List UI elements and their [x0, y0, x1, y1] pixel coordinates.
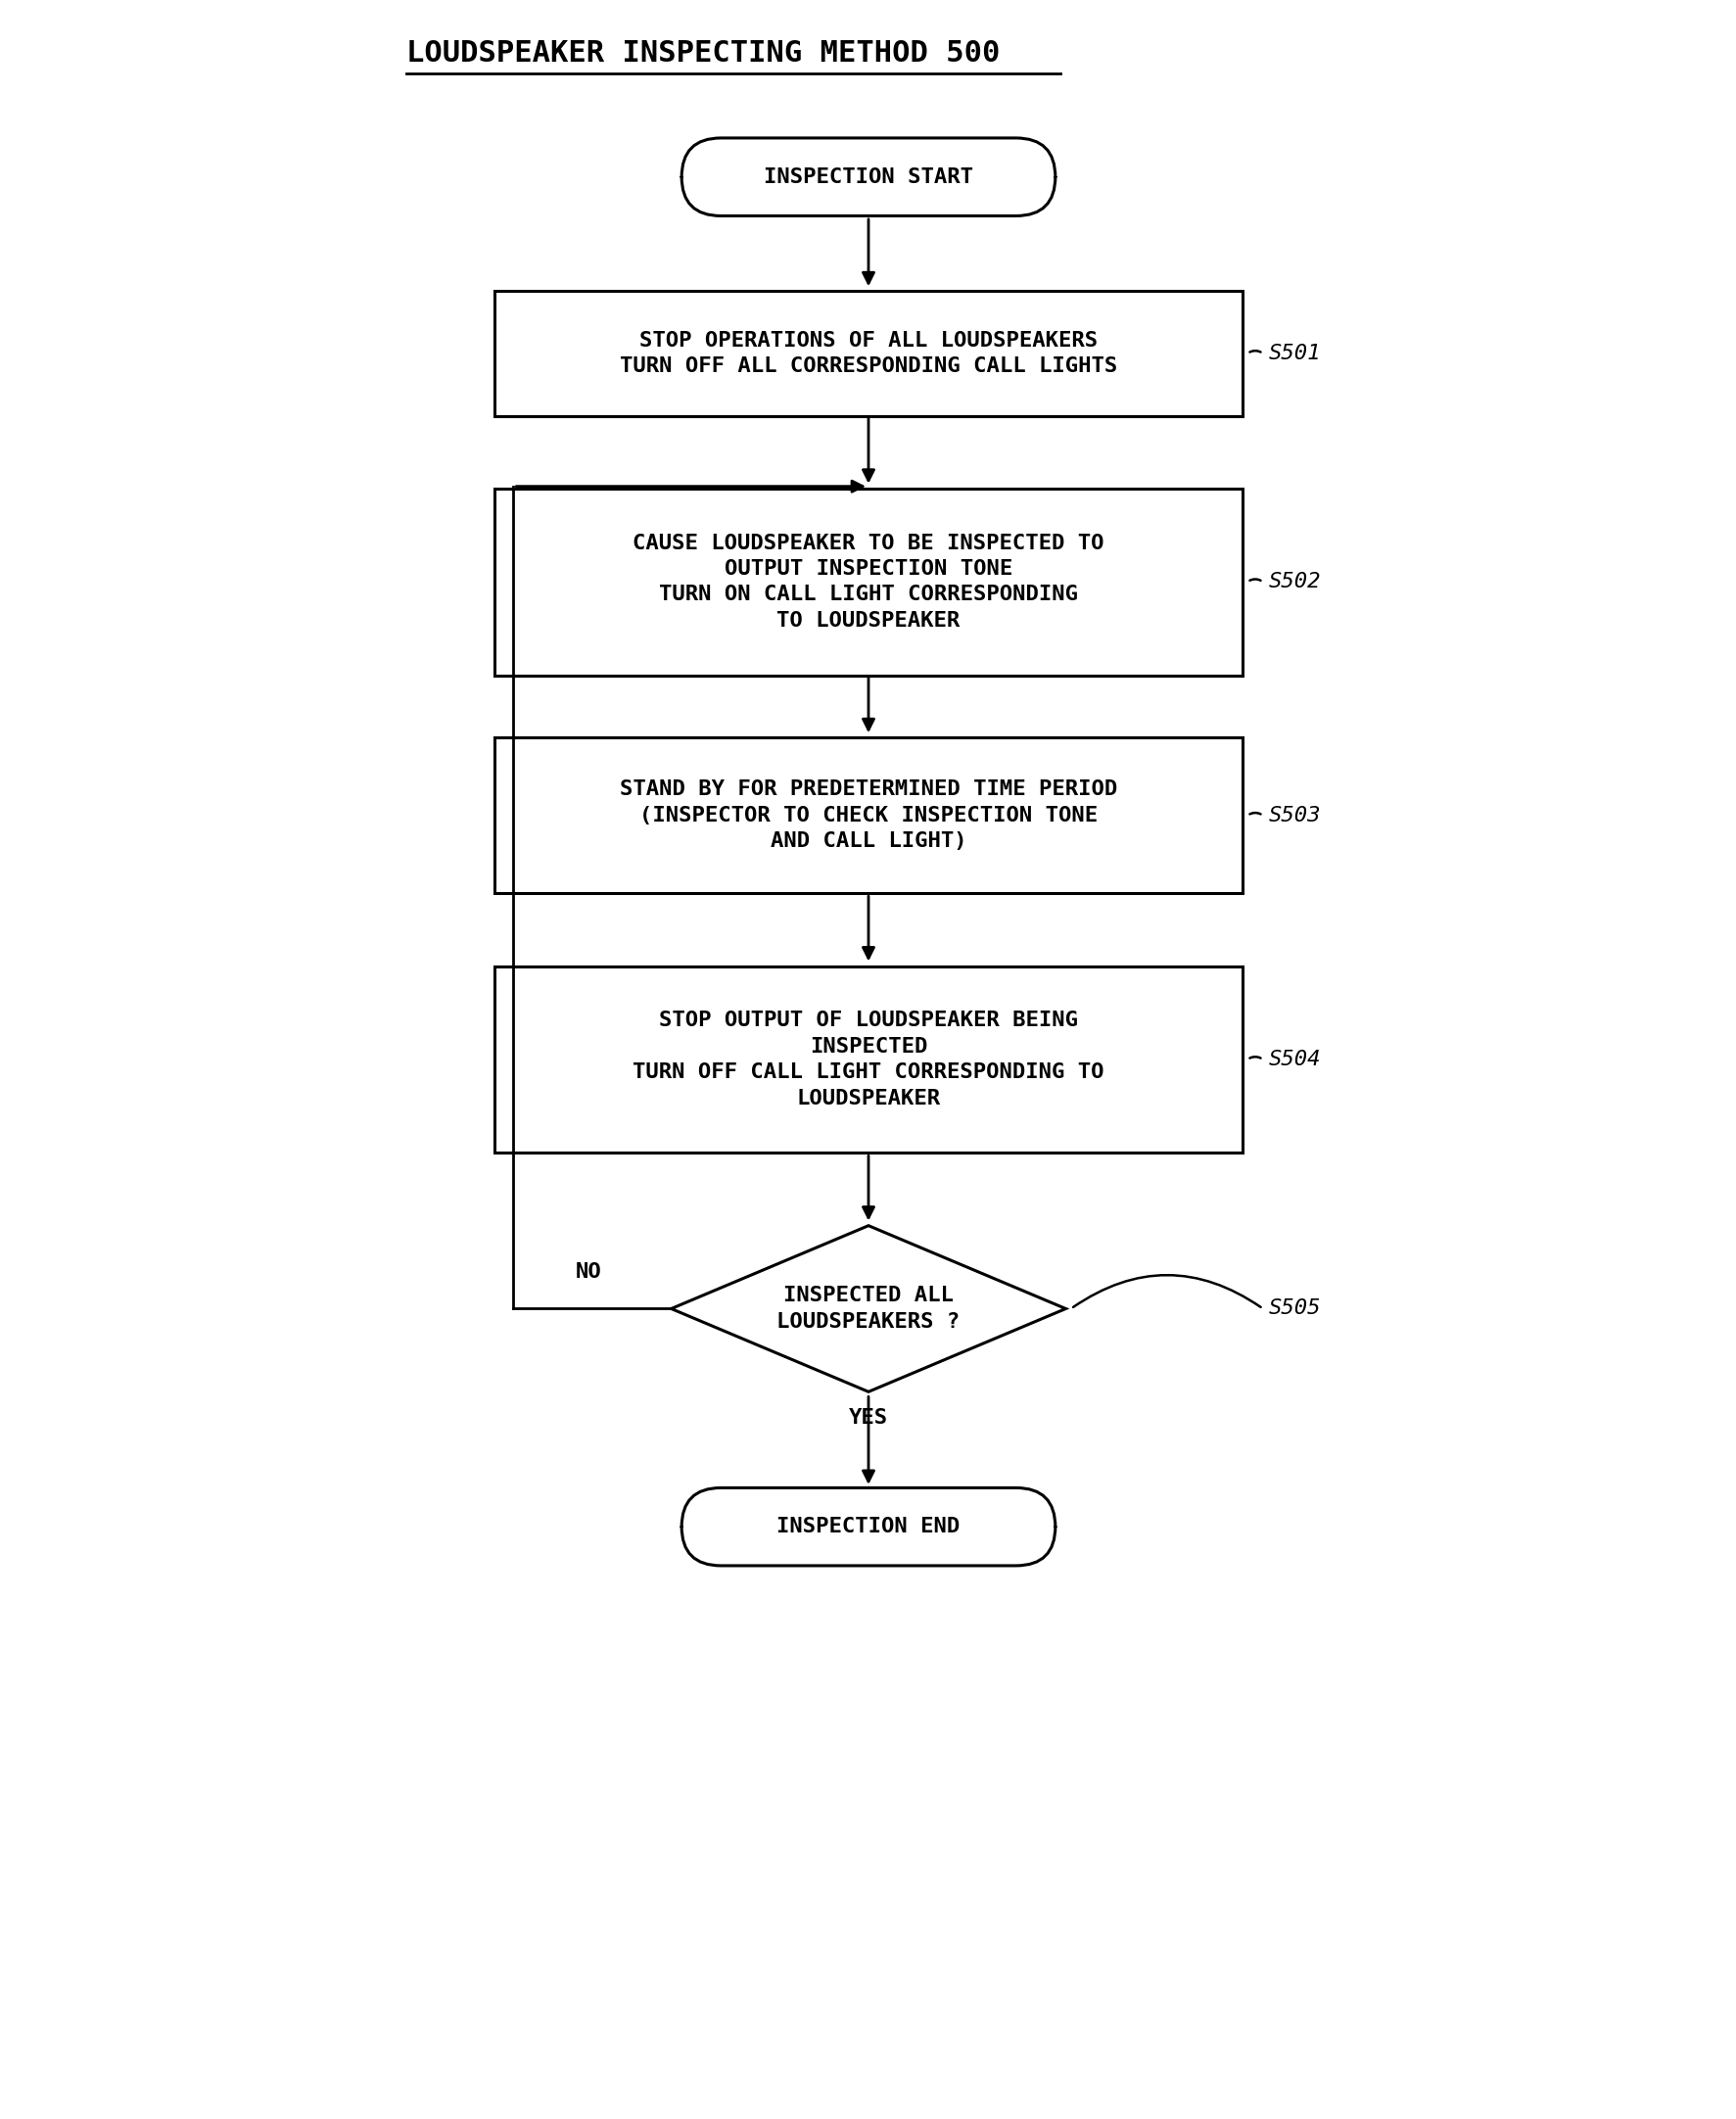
Text: S502: S502: [1267, 572, 1319, 591]
Polygon shape: [670, 1225, 1066, 1392]
Text: NO: NO: [575, 1263, 601, 1282]
FancyBboxPatch shape: [681, 138, 1055, 216]
FancyBboxPatch shape: [681, 1488, 1055, 1566]
Bar: [495, 737, 1241, 894]
Text: LOUDSPEAKER INSPECTING METHOD 500: LOUDSPEAKER INSPECTING METHOD 500: [406, 40, 1000, 68]
Text: S505: S505: [1267, 1299, 1319, 1318]
Text: INSPECTED ALL
LOUDSPEAKERS ?: INSPECTED ALL LOUDSPEAKERS ?: [776, 1286, 960, 1331]
Text: STOP OUTPUT OF LOUDSPEAKER BEING
INSPECTED
TURN OFF CALL LIGHT CORRESPONDING TO
: STOP OUTPUT OF LOUDSPEAKER BEING INSPECT…: [632, 1011, 1104, 1108]
Text: STOP OPERATIONS OF ALL LOUDSPEAKERS
TURN OFF ALL CORRESPONDING CALL LIGHTS: STOP OPERATIONS OF ALL LOUDSPEAKERS TURN…: [620, 331, 1116, 377]
FancyArrowPatch shape: [1073, 1276, 1260, 1307]
Text: S501: S501: [1267, 343, 1319, 362]
Text: INSPECTION START: INSPECTION START: [764, 167, 972, 186]
Bar: [495, 487, 1241, 676]
Text: S504: S504: [1267, 1049, 1319, 1070]
Text: S503: S503: [1267, 805, 1319, 824]
Bar: [495, 966, 1241, 1153]
Text: CAUSE LOUDSPEAKER TO BE INSPECTED TO
OUTPUT INSPECTION TONE
TURN ON CALL LIGHT C: CAUSE LOUDSPEAKER TO BE INSPECTED TO OUT…: [632, 534, 1104, 631]
Text: STAND BY FOR PREDETERMINED TIME PERIOD
(INSPECTOR TO CHECK INSPECTION TONE
AND C: STAND BY FOR PREDETERMINED TIME PERIOD (…: [620, 780, 1116, 852]
Bar: [495, 290, 1241, 415]
Text: YES: YES: [849, 1407, 887, 1428]
Text: INSPECTION END: INSPECTION END: [776, 1517, 960, 1536]
